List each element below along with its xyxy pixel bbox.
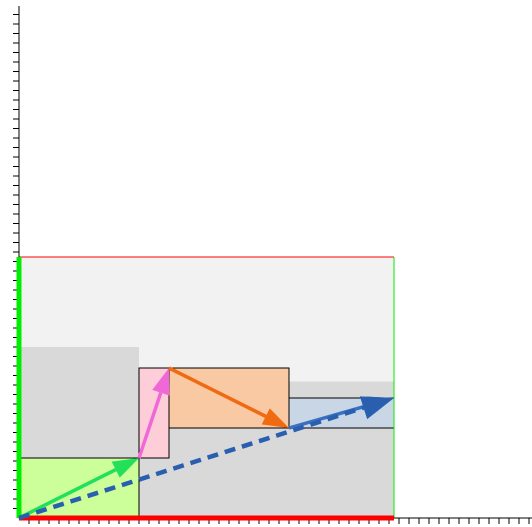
vector-c-shaft <box>168 366 267 418</box>
vector-a-shaft <box>18 468 117 520</box>
resultant-vector-shaft <box>18 405 365 521</box>
resultant-vector-head <box>359 396 394 420</box>
vector-b-shaft <box>137 392 163 459</box>
vector-a-head <box>111 458 139 478</box>
vector-b-head <box>152 368 170 396</box>
vector-c-head <box>261 408 289 428</box>
